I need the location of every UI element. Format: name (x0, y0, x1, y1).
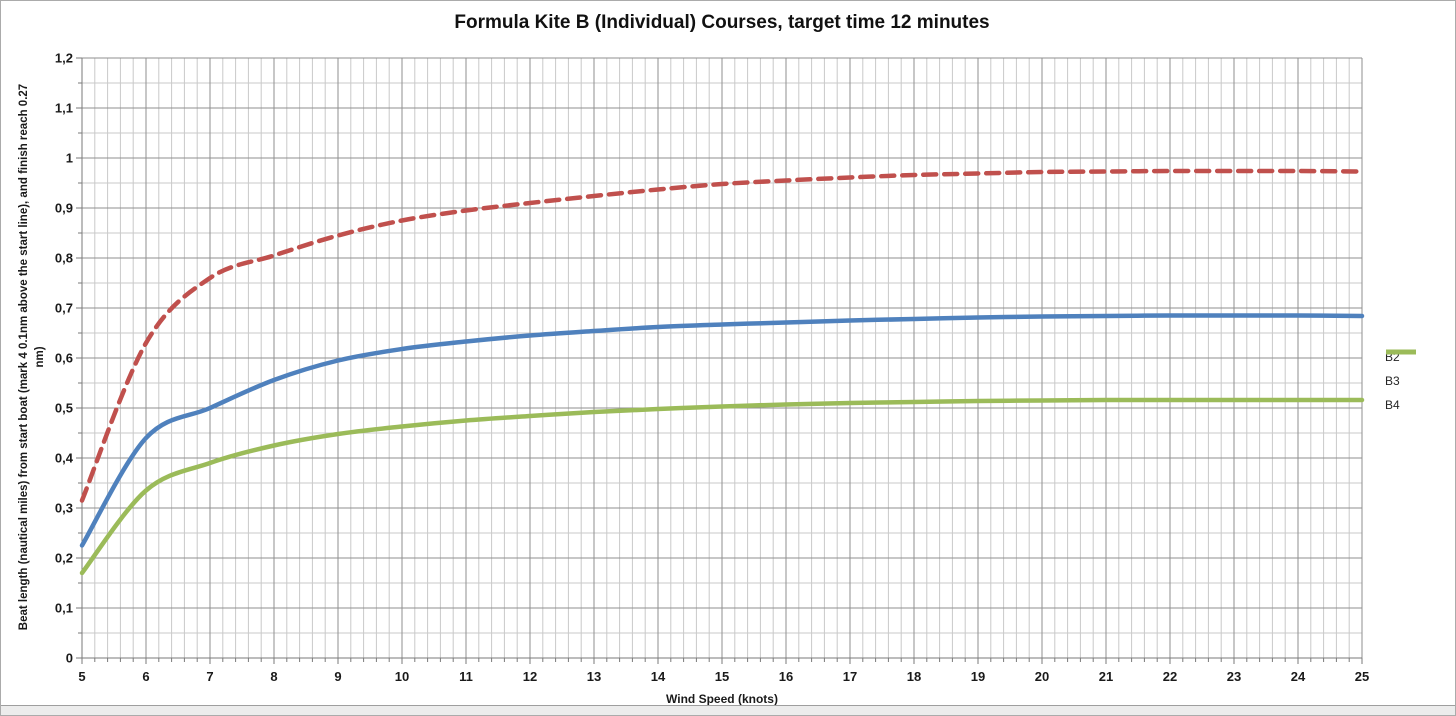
y-tick-label: 0,9 (55, 201, 73, 216)
y-tick-label: 0,7 (55, 301, 73, 316)
y-tick-label: 0,6 (55, 351, 73, 366)
legend: B2 B3 B4 (1385, 349, 1416, 412)
y-tick-label: 1,2 (55, 51, 73, 66)
x-tick-label: 18 (907, 669, 921, 684)
x-tick-label: 12 (523, 669, 537, 684)
x-tick-label: 23 (1227, 669, 1241, 684)
x-tick-label: 21 (1099, 669, 1113, 684)
x-tick-label: 6 (142, 669, 149, 684)
x-tick-label: 16 (779, 669, 793, 684)
x-tick-label: 24 (1291, 669, 1306, 684)
y-axis-title-line2: nm) (34, 346, 46, 368)
series-line-b3[interactable] (79, 313, 1365, 548)
x-tick-label: 14 (651, 669, 666, 684)
x-tick-label: 11 (459, 669, 473, 684)
legend-item-b3[interactable]: B3 (1385, 349, 1416, 388)
y-tick-label: 0,1 (55, 601, 73, 616)
series-line-b2[interactable] (79, 168, 1365, 503)
y-tick-label: 1,1 (55, 101, 73, 116)
y-tick-label: 0,8 (55, 251, 73, 266)
x-tick-label: 7 (206, 669, 213, 684)
y-tick-label: 0 (66, 651, 73, 666)
x-tick-label: 25 (1355, 669, 1369, 684)
major-gridlines (82, 57, 1363, 658)
chart-title: Formula Kite B (Individual) Courses, tar… (454, 12, 990, 33)
legend-label-b4: B4 (1385, 397, 1400, 412)
x-tick-label: 17 (843, 669, 857, 684)
y-axis-title: Beat length (nautical miles) from start … (16, 37, 50, 677)
x-tick-label: 19 (971, 669, 985, 684)
legend-item-b4[interactable]: B4 (1385, 349, 1416, 412)
y-tick-label: 0,5 (55, 401, 73, 416)
x-axis-title: Wind Speed (knots) (666, 692, 778, 706)
axis-ticks (76, 57, 1363, 664)
y-axis-title-line1: Beat length (nautical miles) from start … (18, 83, 30, 631)
x-tick-labels: 5 6 7 8 9 10 11 12 13 14 15 16 17 18 19 20 21 22 23 24 25 (78, 669, 1369, 684)
y-tick-labels: 0 0,1 0,2 0,3 0,4 0,5 0,6 0,7 0,8 0,9 1 1,1 1,2 (55, 51, 74, 666)
worksheet-edge-strip (1, 705, 1455, 715)
series-line-b4[interactable] (79, 397, 1365, 576)
x-tick-label: 22 (1163, 669, 1177, 684)
x-tick-label: 8 (270, 669, 277, 684)
x-tick-label: 9 (334, 669, 341, 684)
x-tick-label: 10 (395, 669, 409, 684)
x-tick-label: 5 (78, 669, 85, 684)
legend-label-b3: B3 (1385, 373, 1400, 388)
legend-line-sample-b4 (1386, 349, 1416, 355)
y-tick-label: 1 (66, 151, 73, 166)
y-tick-label: 0,3 (55, 501, 73, 516)
x-tick-label: 15 (715, 669, 729, 684)
y-tick-label: 0,4 (55, 451, 74, 466)
x-tick-label: 20 (1035, 669, 1049, 684)
y-tick-label: 0,2 (55, 551, 73, 566)
x-tick-label: 13 (587, 669, 601, 684)
